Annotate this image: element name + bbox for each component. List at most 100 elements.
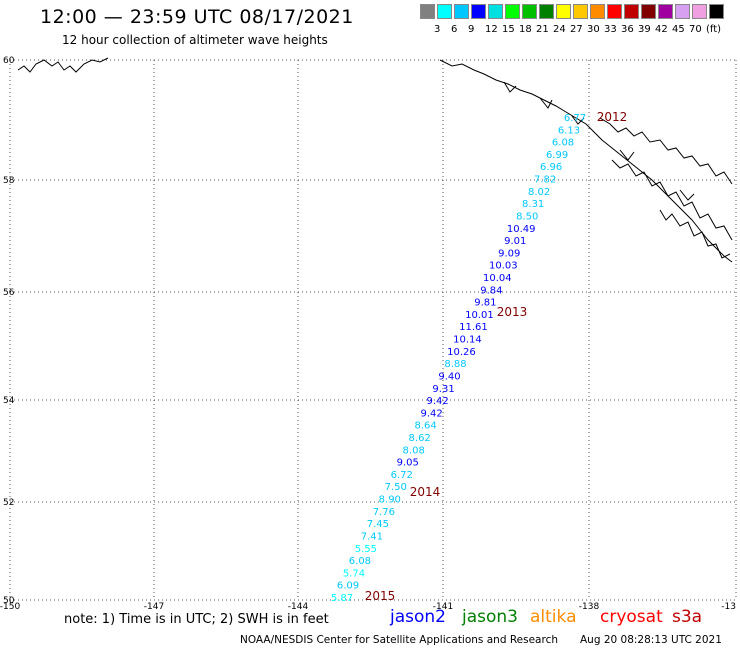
legend-swatch — [488, 4, 503, 19]
wave-height-value: 7.41 — [361, 531, 383, 542]
wave-height-value: 5.87 — [331, 593, 353, 604]
legend-label: 42 — [655, 24, 668, 35]
legend-swatch — [658, 4, 673, 19]
coast-inlets — [503, 81, 695, 201]
legend-label: 24 — [553, 24, 566, 35]
wave-height-value: 9.42 — [426, 396, 448, 407]
wave-height-value: 8.31 — [522, 199, 544, 210]
legend-swatch — [573, 4, 588, 19]
legend-label: 3 — [434, 24, 441, 35]
lat-label: 58 — [3, 176, 15, 186]
legend-swatch — [607, 4, 622, 19]
sat-altika: altika — [530, 607, 577, 627]
legend-label: 21 — [536, 24, 549, 35]
wave-height-value: 6.09 — [337, 581, 359, 592]
wave-height-value: 5.55 — [355, 544, 377, 555]
legend-swatch — [590, 4, 605, 19]
wave-height-value: 10.01 — [465, 310, 494, 321]
credit-line: NOAA/NESDIS Center for Satellite Applica… — [240, 634, 558, 646]
legend-swatch — [692, 4, 707, 19]
legend-label: 9 — [468, 24, 475, 35]
wave-height-value: 10.26 — [447, 347, 476, 358]
legend-swatch — [505, 4, 520, 19]
lat-label: 56 — [3, 288, 15, 298]
legend-swatch — [471, 4, 486, 19]
sat-cryosat: cryosat — [600, 607, 663, 627]
legend-label: 45 — [672, 24, 685, 35]
wave-height-value: 8.02 — [528, 187, 550, 198]
track-time-label: 2013 — [497, 305, 528, 319]
lat-label: 54 — [3, 396, 15, 406]
legend-label: 33 — [604, 24, 617, 35]
lon-label: -150 — [0, 602, 20, 612]
lon-label: -144 — [288, 602, 309, 612]
legend-label: 39 — [638, 24, 651, 35]
legend-label: 27 — [570, 24, 583, 35]
wave-height-value: 7.45 — [367, 519, 389, 530]
wave-height-value: 6.08 — [552, 138, 574, 149]
track-time-label: 2015 — [365, 589, 396, 603]
legend-swatch — [522, 4, 537, 19]
legend-label: 18 — [519, 24, 532, 35]
track-time-label: 2012 — [597, 110, 628, 124]
track-labels: 2012 2013 2014 2015 — [365, 110, 628, 603]
lon-label: -13 — [721, 602, 736, 612]
wave-height-value: 6.77 — [564, 113, 586, 124]
wave-height-value: 10.04 — [483, 273, 512, 284]
map-subtitle: 12 hour collection of altimeter wave hei… — [62, 33, 328, 47]
lon-label: -141 — [433, 602, 453, 612]
wave-height-value: 8.62 — [409, 433, 431, 444]
footer-note: note: 1) Time is in UTC; 2) SWH is in fe… — [64, 612, 329, 627]
wave-height-value: 10.03 — [489, 261, 518, 272]
legend-label: 12 — [485, 24, 498, 35]
wave-height-value: 6.96 — [540, 162, 562, 173]
graticule-grid — [9, 59, 737, 601]
legend-swatch — [556, 4, 571, 19]
wave-height-value: 8.50 — [516, 211, 538, 222]
sat-s3a: s3a — [672, 607, 703, 627]
wave-height-value: 9.81 — [474, 298, 496, 309]
legend-label: 36 — [621, 24, 634, 35]
legend-swatch — [420, 4, 435, 19]
alaska-coast-north — [17, 57, 733, 263]
wave-height-value: 8.64 — [415, 421, 437, 432]
wave-height-value: 6.72 — [391, 470, 413, 481]
legend-swatch — [624, 4, 639, 19]
wave-height-value: 7.82 — [534, 175, 556, 186]
legend-swatch — [437, 4, 452, 19]
wave-height-value: 9.31 — [432, 384, 454, 395]
wave-height-value: 9.05 — [397, 458, 419, 469]
legend-label: (ft) — [706, 24, 722, 35]
lat-label: 50 — [3, 596, 15, 606]
alaska-panhandle-islands — [599, 117, 733, 259]
wave-height-value: 7.50 — [385, 482, 407, 493]
wave-height-value: 8.88 — [444, 359, 466, 370]
wave-height-value: 9.42 — [420, 408, 442, 419]
legend-swatch — [709, 4, 724, 19]
legend-swatch — [675, 4, 690, 19]
wave-height-value: 6.08 — [349, 556, 371, 567]
wave-height-value: 8.08 — [403, 445, 425, 456]
map-title: 12:00 — 23:59 UTC 08/17/2021 — [40, 6, 354, 28]
legend-label: 30 — [587, 24, 600, 35]
wave-height-value: 10.49 — [507, 224, 536, 235]
legend-swatch — [641, 4, 656, 19]
track-time-label: 2014 — [410, 485, 441, 499]
lat-label: 52 — [3, 498, 14, 508]
lon-label: -138 — [579, 602, 600, 612]
coastline — [17, 57, 733, 263]
wave-height-value: 11.61 — [459, 322, 488, 333]
legend-label: 70 — [689, 24, 702, 35]
sat-jason3: jason3 — [462, 607, 518, 627]
lat-label: 60 — [3, 56, 15, 66]
wave-height-value: 6.13 — [558, 125, 580, 136]
generation-timestamp: Aug 20 08:28:13 UTC 2021 — [580, 634, 722, 646]
sat-jason2: jason2 — [390, 607, 446, 627]
wave-height-value: 8.90 — [379, 495, 401, 506]
wave-height-value: 9.84 — [480, 285, 502, 296]
wave-height-value: 9.01 — [504, 236, 526, 247]
wave-height-value: 9.09 — [498, 248, 520, 259]
lon-label: -147 — [144, 602, 164, 612]
legend-swatch — [539, 4, 554, 19]
